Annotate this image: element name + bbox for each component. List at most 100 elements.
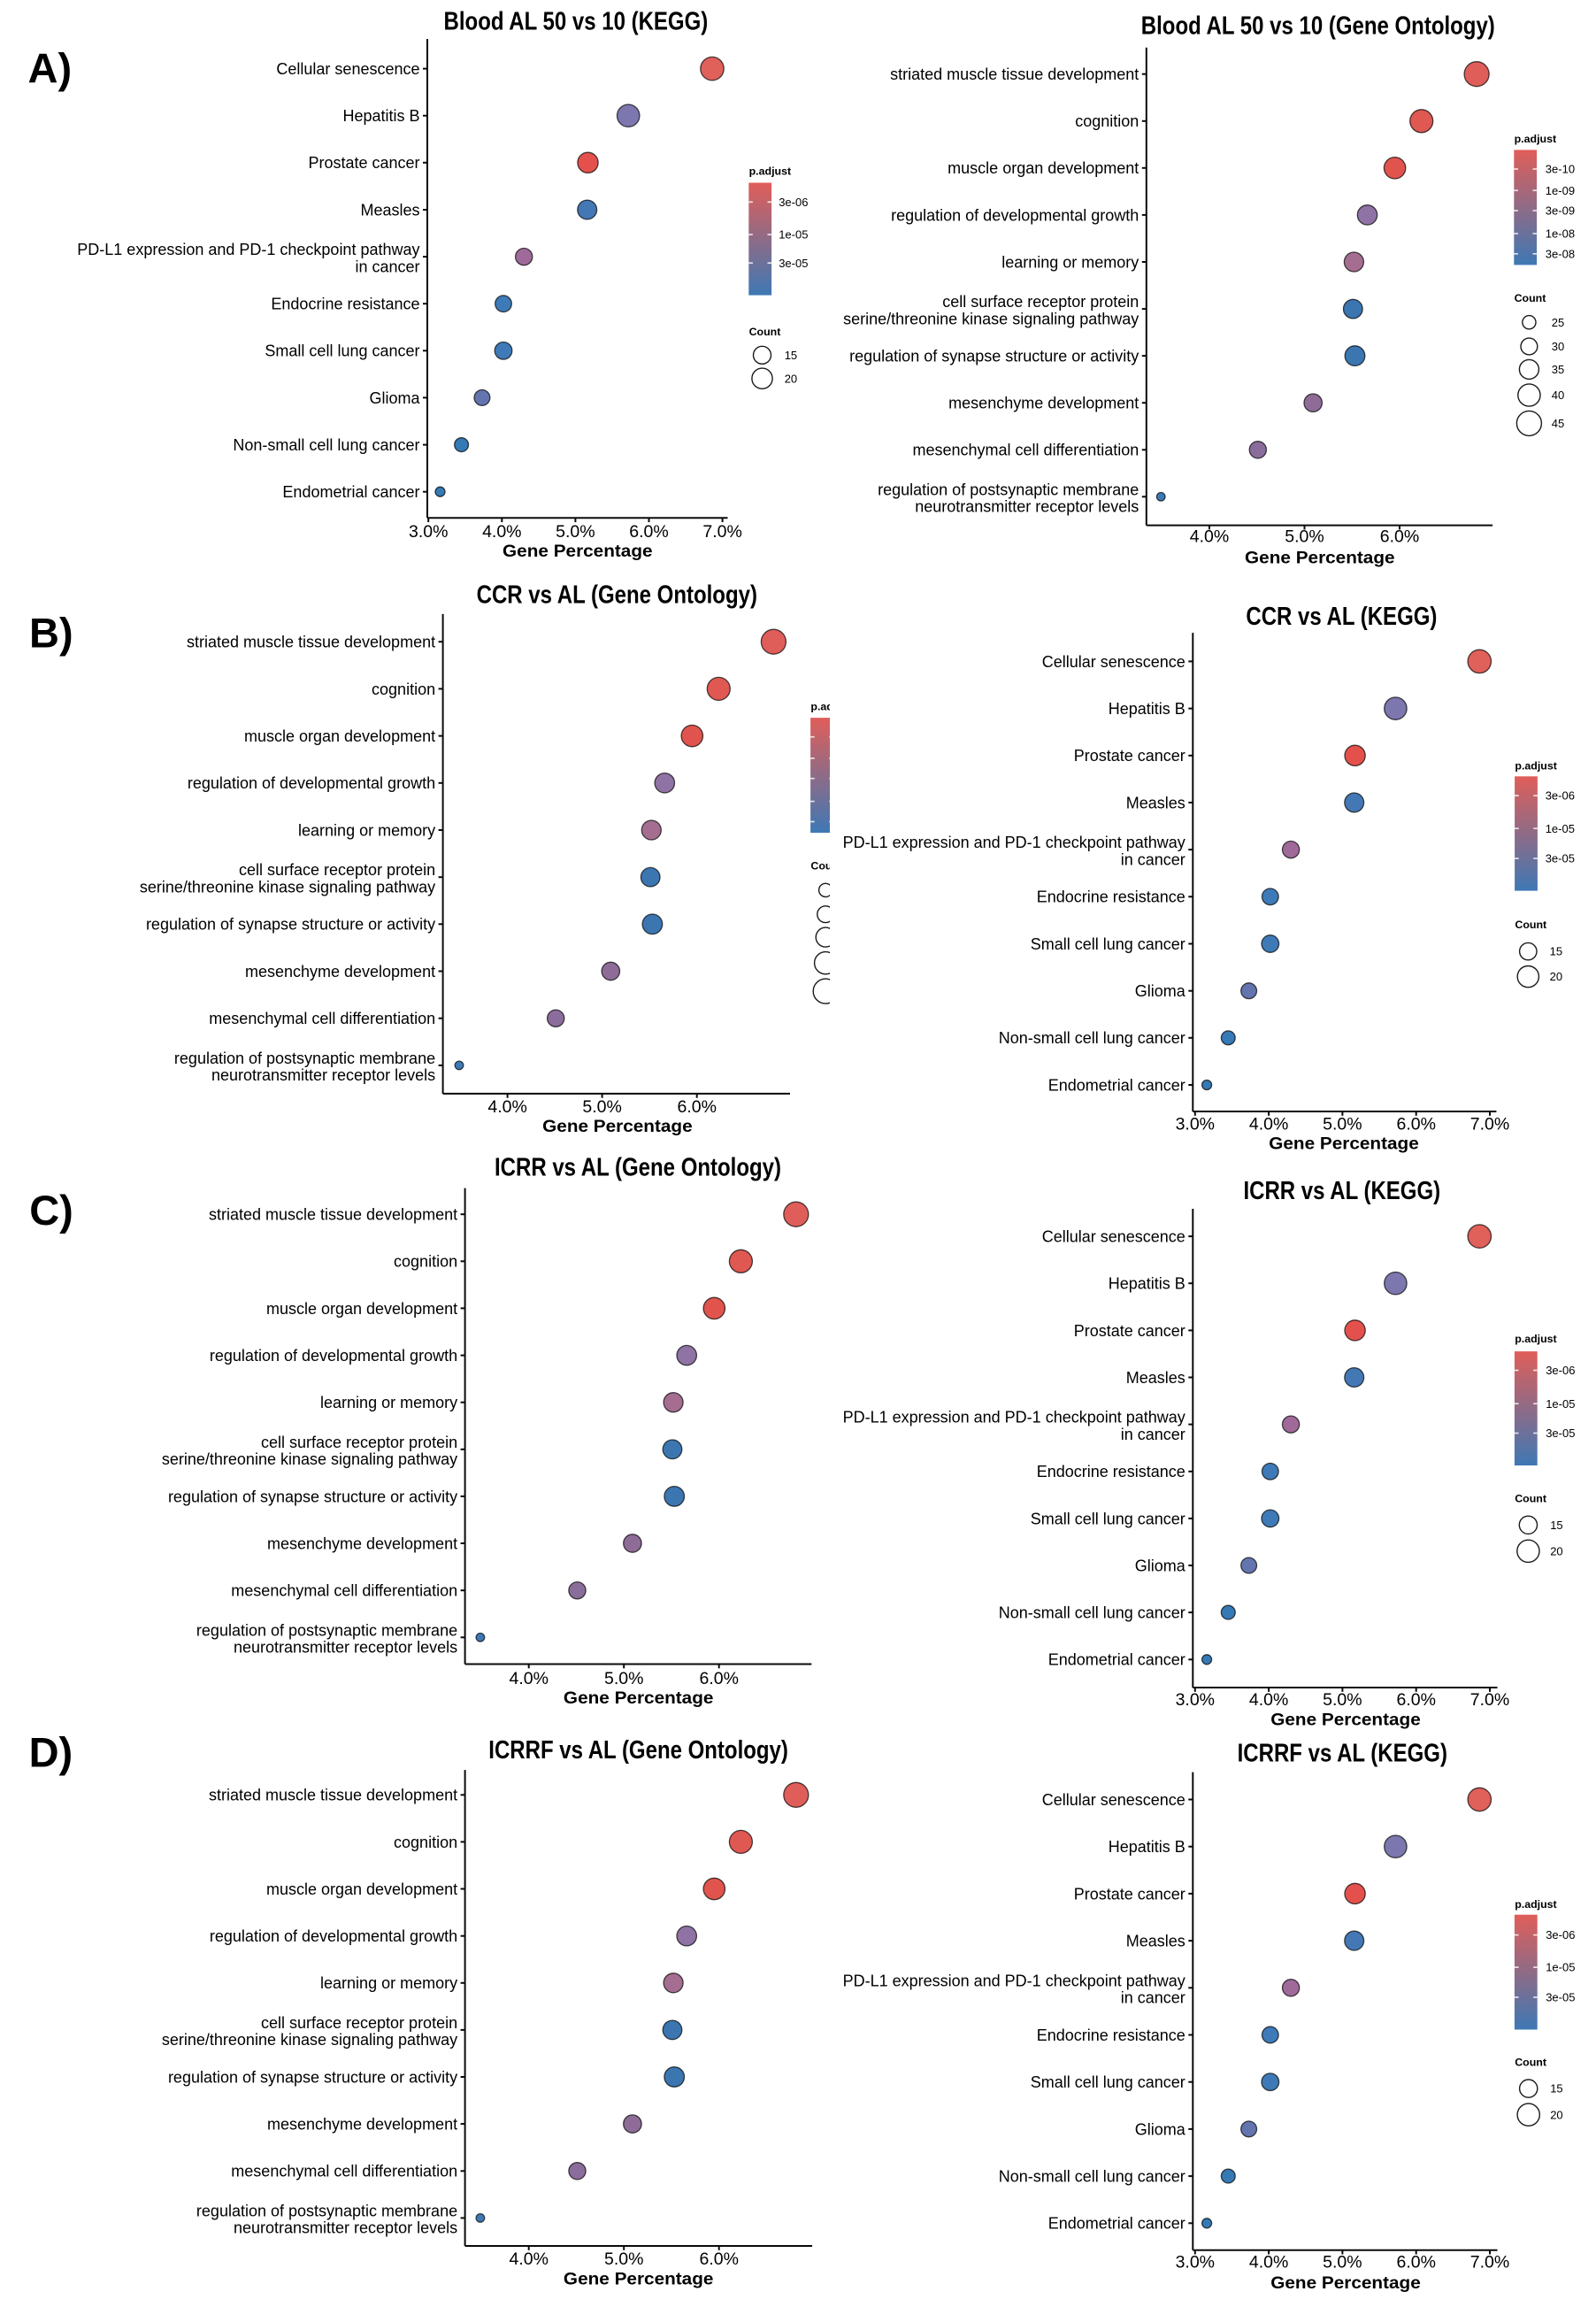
svg-text:7.0%: 7.0% (1470, 1690, 1509, 1710)
svg-text:15: 15 (1550, 945, 1562, 958)
svg-text:6.0%: 6.0% (1380, 527, 1419, 547)
svg-text:4.0%: 4.0% (1249, 1690, 1288, 1710)
svg-text:neurotransmitter receptor leve: neurotransmitter receptor levels (234, 2219, 457, 2237)
svg-text:1e-08: 1e-08 (1546, 227, 1575, 241)
svg-text:Small cell lung cancer: Small cell lung cancer (1031, 2073, 1185, 2091)
svg-text:regulation of synapse structur: regulation of synapse structure or activ… (146, 916, 435, 934)
svg-text:A): A) (28, 44, 73, 91)
svg-text:p.adjust: p.adjust (1515, 1333, 1557, 1345)
svg-text:4.0%: 4.0% (509, 2249, 548, 2269)
svg-text:5.0%: 5.0% (604, 2249, 643, 2269)
svg-text:regulation of developmental gr: regulation of developmental growth (188, 774, 435, 792)
svg-text:35: 35 (1552, 363, 1564, 376)
svg-text:6.0%: 6.0% (1396, 1690, 1435, 1710)
svg-text:45: 45 (1552, 417, 1564, 430)
svg-text:serine/threonine kinase signal: serine/threonine kinase signaling pathwa… (140, 879, 435, 896)
svg-text:15: 15 (1550, 2082, 1562, 2096)
svg-text:Non-small cell lung cancer: Non-small cell lung cancer (999, 1604, 1185, 1622)
svg-text:cell surface receptor protein: cell surface receptor protein (239, 861, 435, 879)
svg-text:serine/threonine kinase signal: serine/threonine kinase signaling pathwa… (843, 310, 1139, 327)
svg-text:cognition: cognition (1075, 112, 1139, 130)
svg-text:Non-small cell lung cancer: Non-small cell lung cancer (999, 2168, 1185, 2186)
svg-text:p.adjust: p.adjust (749, 165, 792, 177)
svg-text:Gene Percentage: Gene Percentage (1270, 2273, 1421, 2293)
svg-text:7.0%: 7.0% (1470, 1114, 1509, 1134)
svg-text:Endocrine resistance: Endocrine resistance (271, 296, 419, 313)
svg-text:Prostate cancer: Prostate cancer (1074, 1322, 1185, 1340)
svg-text:Endometrial cancer: Endometrial cancer (1048, 1076, 1185, 1094)
svg-text:Small cell lung cancer: Small cell lung cancer (1031, 1510, 1185, 1527)
svg-text:3e-08: 3e-08 (1546, 247, 1575, 260)
svg-text:C): C) (29, 1187, 73, 1234)
svg-text:5.0%: 5.0% (582, 1097, 621, 1117)
svg-text:PD-L1 expression and PD-1 chec: PD-L1 expression and PD-1 checkpoint pat… (77, 241, 419, 258)
svg-text:3e-06: 3e-06 (779, 196, 808, 209)
svg-text:p.adjust: p.adjust (1515, 1898, 1557, 1911)
svg-text:3e-10: 3e-10 (1546, 163, 1575, 176)
svg-text:3e-05: 3e-05 (1546, 852, 1575, 865)
svg-text:Endocrine resistance: Endocrine resistance (1037, 2026, 1185, 2044)
svg-text:Count: Count (810, 860, 842, 873)
svg-text:Glioma: Glioma (1135, 2120, 1186, 2138)
svg-text:20: 20 (785, 372, 797, 385)
svg-text:cognition: cognition (372, 681, 435, 698)
svg-text:in cancer: in cancer (1121, 850, 1185, 868)
svg-text:regulation of developmental gr: regulation of developmental growth (891, 206, 1139, 224)
svg-text:Count: Count (1515, 919, 1546, 931)
svg-text:striated muscle tissue develop: striated muscle tissue development (890, 65, 1139, 83)
svg-text:regulation of postsynaptic mem: regulation of postsynaptic membrane (196, 1621, 457, 1639)
svg-text:Prostate cancer: Prostate cancer (308, 154, 419, 172)
svg-text:Non-small cell lung cancer: Non-small cell lung cancer (999, 1029, 1185, 1047)
svg-text:5.0%: 5.0% (604, 1669, 643, 1688)
svg-text:3e-05: 3e-05 (779, 257, 808, 270)
svg-text:serine/threonine kinase signal: serine/threonine kinase signaling pathwa… (162, 1450, 457, 1468)
svg-text:4.0%: 4.0% (1249, 2253, 1288, 2272)
svg-text:Gene Percentage: Gene Percentage (1269, 1134, 1419, 1153)
svg-text:learning or memory: learning or memory (320, 1974, 457, 1992)
svg-text:muscle organ development: muscle organ development (948, 159, 1139, 177)
svg-text:1e-09: 1e-09 (1546, 184, 1575, 197)
svg-text:Cellular senescence: Cellular senescence (1042, 1791, 1185, 1809)
svg-text:p.adjust: p.adjust (1515, 133, 1557, 145)
svg-text:5.0%: 5.0% (1323, 1690, 1362, 1710)
svg-text:6.0%: 6.0% (699, 2249, 738, 2269)
svg-text:Measles: Measles (1126, 1933, 1185, 1950)
svg-text:regulation of developmental gr: regulation of developmental growth (210, 1347, 457, 1365)
svg-text:30: 30 (1552, 340, 1564, 353)
svg-text:ICRR vs AL (Gene Ontology): ICRR vs AL (Gene Ontology) (495, 1154, 781, 1182)
svg-text:striated muscle tissue develop: striated muscle tissue development (187, 634, 435, 651)
svg-text:Count: Count (1515, 292, 1546, 304)
svg-text:Count: Count (1515, 2056, 1546, 2068)
svg-text:20: 20 (1550, 2108, 1562, 2121)
svg-text:Gene Percentage: Gene Percentage (564, 2270, 714, 2289)
svg-text:Prostate cancer: Prostate cancer (1074, 747, 1185, 765)
svg-text:3e-06: 3e-06 (1546, 1364, 1575, 1377)
svg-text:Cellular senescence: Cellular senescence (1042, 1228, 1185, 1246)
svg-text:Count: Count (1515, 1493, 1546, 1505)
svg-text:3.0%: 3.0% (409, 522, 448, 542)
svg-text:3e-06: 3e-06 (1546, 789, 1575, 803)
svg-text:regulation of postsynaptic mem: regulation of postsynaptic membrane (196, 2202, 457, 2219)
svg-text:Measles: Measles (1126, 794, 1185, 811)
svg-text:Gene Percentage: Gene Percentage (564, 1688, 714, 1708)
svg-text:striated muscle tissue develop: striated muscle tissue development (209, 1787, 457, 1804)
svg-text:Hepatitis B: Hepatitis B (1109, 700, 1185, 718)
svg-text:PD-L1 expression and PD-1 chec: PD-L1 expression and PD-1 checkpoint pat… (843, 834, 1185, 851)
svg-text:Endocrine resistance: Endocrine resistance (1037, 1463, 1185, 1480)
svg-text:PD-L1 expression and PD-1 chec: PD-L1 expression and PD-1 checkpoint pat… (843, 1409, 1185, 1426)
svg-text:5.0%: 5.0% (1323, 2253, 1362, 2272)
svg-text:neurotransmitter receptor leve: neurotransmitter receptor levels (915, 498, 1139, 516)
svg-text:in cancer: in cancer (1121, 1426, 1185, 1443)
svg-text:Endometrial cancer: Endometrial cancer (282, 483, 419, 501)
svg-text:7.0%: 7.0% (1470, 2253, 1509, 2272)
svg-text:Prostate cancer: Prostate cancer (1074, 1885, 1185, 1903)
svg-text:mesenchyme development: mesenchyme development (267, 2116, 457, 2134)
svg-text:mesenchymal cell differentiati: mesenchymal cell differentiation (913, 442, 1139, 459)
svg-text:ICRRF vs AL (Gene Ontology): ICRRF vs AL (Gene Ontology) (488, 1736, 788, 1765)
svg-text:3e-06: 3e-06 (1546, 1928, 1575, 1942)
svg-text:Glioma: Glioma (369, 389, 420, 407)
svg-text:mesenchymal cell differentiati: mesenchymal cell differentiation (231, 2163, 457, 2180)
svg-text:15: 15 (785, 349, 797, 362)
svg-text:Small cell lung cancer: Small cell lung cancer (265, 342, 419, 360)
svg-text:mesenchymal cell differentiati: mesenchymal cell differentiation (231, 1582, 457, 1600)
